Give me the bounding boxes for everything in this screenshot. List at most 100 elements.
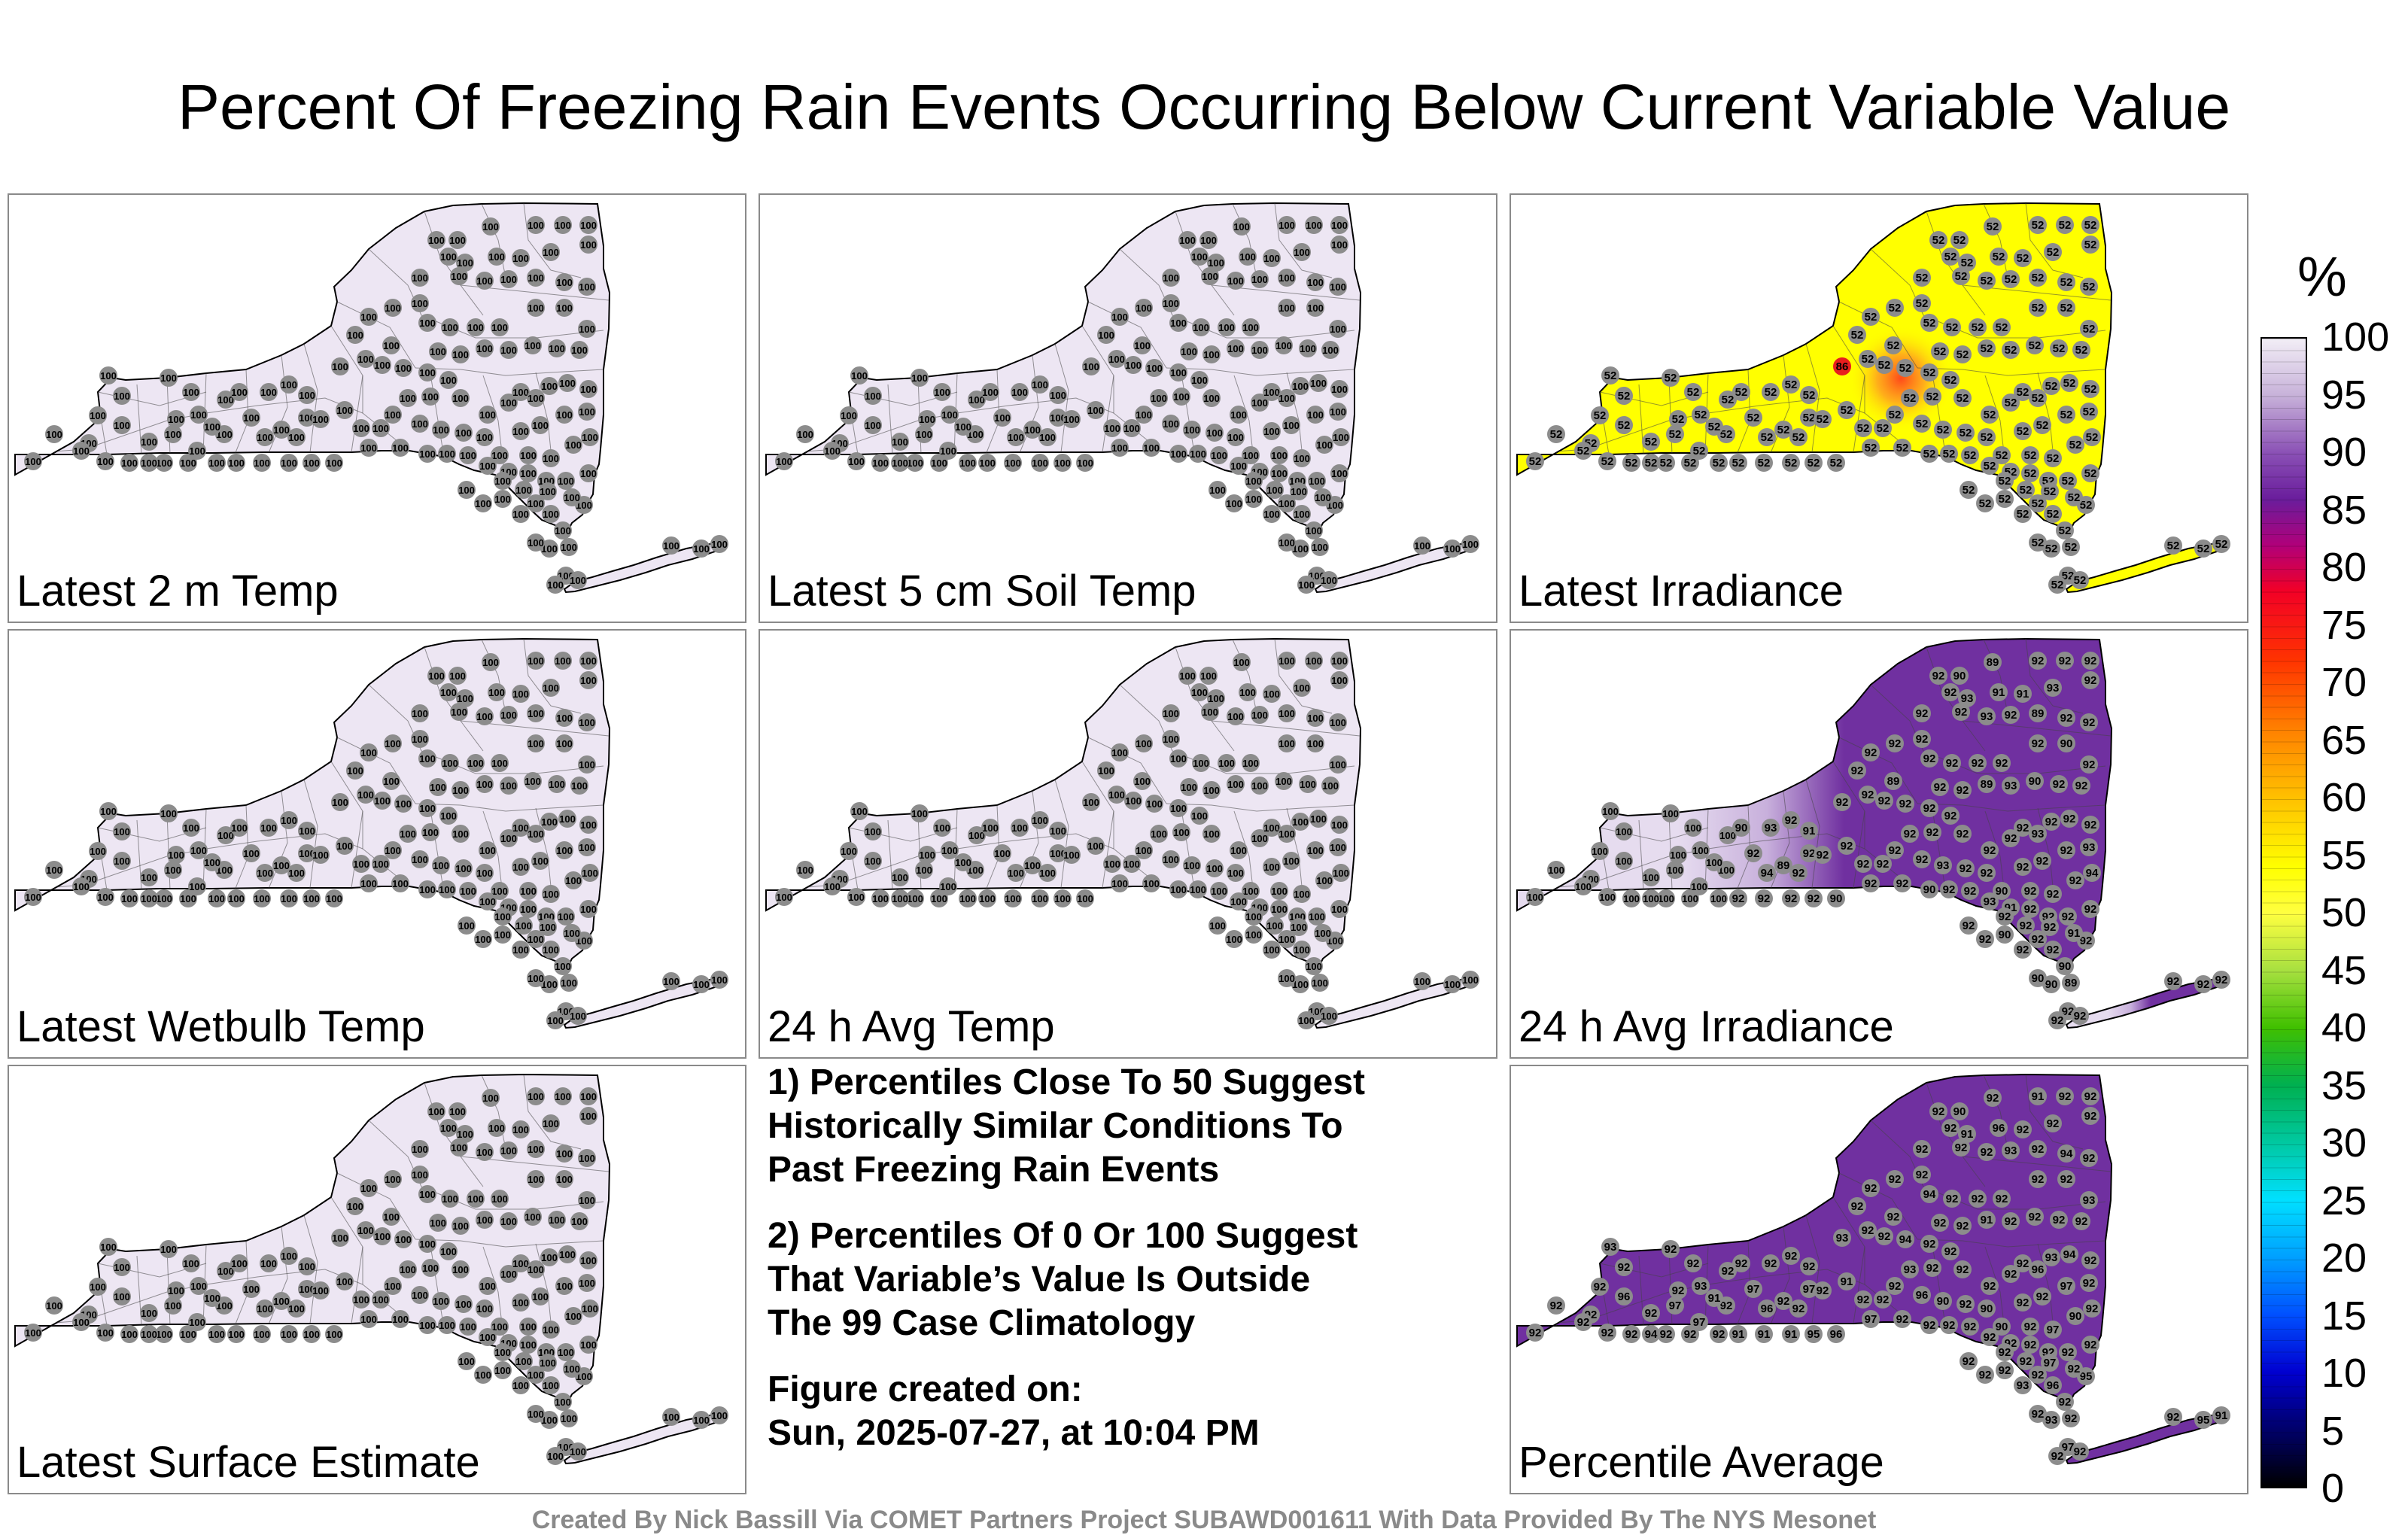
station-value: 100 [183, 387, 199, 398]
station-marker: 100 [1615, 852, 1633, 870]
station-marker: 100 [1178, 667, 1196, 685]
station-value: 100 [1575, 881, 1592, 892]
station-marker: 100 [1332, 864, 1350, 882]
county-line [1087, 737, 1167, 804]
station-value: 100 [383, 340, 400, 351]
station-marker: 100 [578, 278, 596, 296]
station-value: 100 [121, 457, 138, 469]
station-marker: 52 [1601, 366, 1619, 385]
station-marker: 100 [474, 930, 492, 948]
station-value: 93 [2005, 1144, 2017, 1157]
station-marker: 100 [554, 652, 572, 670]
station-value: 100 [1230, 845, 1247, 856]
station-value: 100 [556, 713, 573, 724]
station-marker: 52 [1591, 406, 1609, 424]
station-value: 89 [2065, 977, 2078, 989]
station-value: 92 [1916, 1169, 1929, 1181]
station-marker: 52 [1901, 389, 1919, 407]
station-marker: 100 [1172, 388, 1190, 406]
station-marker: 100 [554, 521, 572, 540]
station-value: 52 [2032, 302, 2045, 315]
station-marker: 100 [579, 216, 597, 234]
station-value: 100 [190, 1281, 207, 1292]
station-marker: 100 [1278, 704, 1296, 722]
station-value: 92 [2029, 1211, 2042, 1223]
station-marker: 93 [2029, 825, 2047, 843]
station-marker: 100 [113, 852, 131, 870]
station-marker: 92 [2029, 734, 2047, 752]
station-value: 100 [571, 780, 588, 792]
station-marker: 52 [1547, 425, 1565, 443]
station-marker: 100 [1190, 683, 1209, 701]
panel-label: Latest Surface Estimate [17, 1438, 480, 1488]
station-value: 100 [360, 442, 377, 454]
station-marker: 95 [2194, 1411, 2212, 1429]
station-marker: 100 [256, 428, 274, 446]
station-value: 100 [541, 381, 558, 392]
station-value: 100 [564, 492, 580, 503]
station-marker: 100 [579, 1107, 597, 1125]
station-value: 52 [1841, 404, 1853, 417]
station-marker: 100 [981, 383, 999, 401]
station-value: 100 [1331, 468, 1348, 479]
station-value: 100 [1098, 765, 1114, 777]
county-line [100, 1288, 108, 1327]
station-value: 100 [260, 822, 277, 834]
figure-title: Percent Of Freezing Rain Events Occurrin… [177, 71, 2231, 142]
station-marker: 100 [1315, 436, 1333, 454]
station-marker: 92 [1848, 761, 1866, 780]
station-value: 100 [168, 850, 184, 861]
station-value: 100 [500, 1145, 517, 1157]
station-marker: 100 [140, 454, 158, 472]
station-marker: 100 [692, 975, 710, 993]
station-marker: 100 [539, 482, 557, 500]
station-value: 100 [1331, 819, 1348, 831]
station-marker: 100 [1278, 533, 1296, 552]
station-marker: 100 [476, 339, 494, 357]
station-marker: 100 [491, 1318, 509, 1336]
station-value: 100 [528, 537, 544, 549]
station-value: 100 [433, 424, 449, 436]
station-value: 100 [1602, 806, 1619, 817]
station-value: 100 [336, 405, 353, 416]
station-value: 92 [1987, 1092, 1999, 1105]
station-marker: 100 [384, 299, 402, 317]
station-value: 100 [1294, 944, 1310, 956]
station-marker: 100 [474, 494, 492, 512]
station-value: 100 [1136, 409, 1152, 421]
station-value: 52 [1851, 329, 1864, 342]
station-marker: 100 [579, 236, 597, 254]
station-value: 100 [1032, 815, 1048, 826]
station-marker: 52 [1862, 439, 1880, 457]
station-marker: 100 [1329, 713, 1347, 731]
station-marker: 100 [1308, 472, 1326, 490]
station-value: 100 [491, 886, 508, 897]
station-value: 100 [1242, 886, 1259, 897]
station-marker: 100 [1049, 409, 1067, 427]
station-marker: 100 [1710, 889, 1728, 907]
station-marker: 100 [217, 1262, 235, 1280]
station-value: 100 [412, 1144, 428, 1155]
station-marker: 52 [2021, 446, 2039, 464]
station-value: 100 [967, 429, 984, 440]
station-marker: 92 [1923, 1259, 1941, 1277]
station-value: 92 [2084, 1339, 2097, 1351]
station-value: 92 [2060, 844, 2073, 857]
station-value: 92 [1904, 828, 1917, 840]
station-marker: 100 [564, 871, 582, 889]
station-value: 92 [1896, 1313, 1909, 1326]
station-value: 100 [1278, 393, 1295, 404]
station-value: 100 [1719, 830, 1736, 841]
station-marker: 100 [1210, 882, 1228, 900]
station-value: 100 [994, 848, 1011, 859]
station-value: 100 [1163, 854, 1179, 865]
station-value: 100 [500, 1216, 517, 1227]
station-marker: 100 [455, 859, 473, 877]
station-value: 92 [2024, 1321, 2037, 1333]
station-value: 100 [1310, 378, 1327, 389]
station-marker: 100 [494, 907, 512, 926]
station-value: 100 [1208, 693, 1224, 704]
station-value: 100 [1292, 381, 1309, 392]
station-marker: 92 [2050, 775, 2068, 793]
station-value: 92 [1625, 1328, 1638, 1341]
